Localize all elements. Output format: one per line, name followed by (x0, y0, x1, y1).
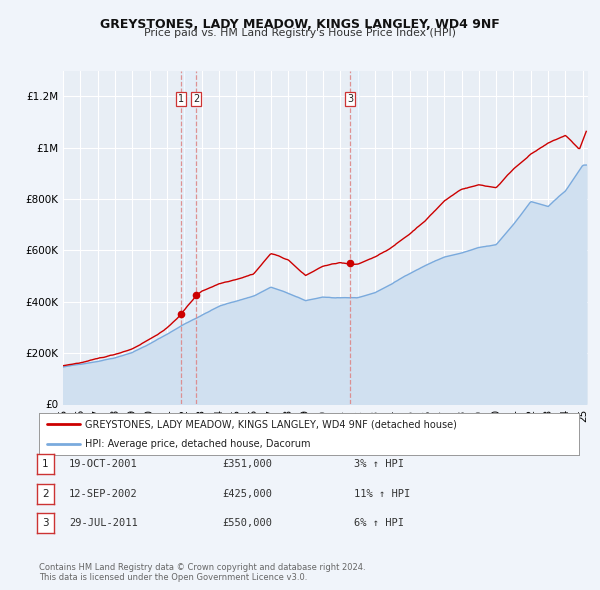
Text: 1: 1 (42, 460, 49, 469)
Bar (181, 71, 196, 404)
Text: Contains HM Land Registry data © Crown copyright and database right 2024.
This d: Contains HM Land Registry data © Crown c… (39, 563, 365, 582)
Text: 3% ↑ HPI: 3% ↑ HPI (354, 460, 404, 469)
Text: GREYSTONES, LADY MEADOW, KINGS LANGLEY, WD4 9NF (detached house): GREYSTONES, LADY MEADOW, KINGS LANGLEY, … (85, 419, 457, 430)
Text: 2: 2 (42, 489, 49, 499)
Text: £425,000: £425,000 (222, 489, 272, 499)
Text: 1: 1 (178, 94, 184, 104)
Text: 11% ↑ HPI: 11% ↑ HPI (354, 489, 410, 499)
Text: 3: 3 (347, 94, 353, 104)
Text: HPI: Average price, detached house, Dacorum: HPI: Average price, detached house, Daco… (85, 439, 310, 449)
Text: 2: 2 (193, 94, 200, 104)
Text: 3: 3 (42, 519, 49, 528)
Text: 12-SEP-2002: 12-SEP-2002 (69, 489, 138, 499)
Text: Price paid vs. HM Land Registry's House Price Index (HPI): Price paid vs. HM Land Registry's House … (144, 28, 456, 38)
Text: £351,000: £351,000 (222, 460, 272, 469)
Text: 6% ↑ HPI: 6% ↑ HPI (354, 519, 404, 528)
Bar (350, 71, 359, 404)
Text: 19-OCT-2001: 19-OCT-2001 (69, 460, 138, 469)
Text: 29-JUL-2011: 29-JUL-2011 (69, 519, 138, 528)
Text: GREYSTONES, LADY MEADOW, KINGS LANGLEY, WD4 9NF: GREYSTONES, LADY MEADOW, KINGS LANGLEY, … (100, 18, 500, 31)
Text: £550,000: £550,000 (222, 519, 272, 528)
